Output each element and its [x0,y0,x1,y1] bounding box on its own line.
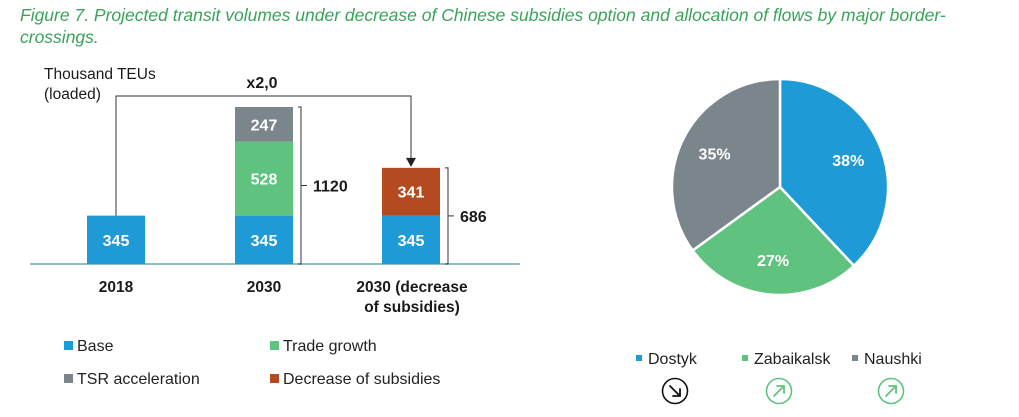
pie-slice-zabaikalsk [690,185,856,297]
legend-item-decrease-subsidies: Decrease of subsidies [270,371,440,389]
bar-value-label-base-0: 345 [103,233,130,250]
bar-tsr-acceleration-1 [235,107,293,142]
pie-legend-label-naushki: Naushki [864,351,922,368]
bar-base-1 [235,215,293,264]
legend-label-decrease-subsidies: Decrease of subsidies [283,371,441,388]
legend-label-base: Base [77,338,114,355]
pie-legend-dot-zabaikalsk [742,355,748,361]
bar-legend: Base Trade growth TSR acceleration Decre… [64,338,534,398]
legend-swatch-trade-growth [270,341,279,350]
bar-trade-growth-1 [235,141,293,216]
x-tick-label-0-0: 2018 [99,279,134,296]
bar-chart: Thousand TEUs (loaded) 345 2018 345 528 247 203… [30,66,520,316]
pie-slice-naushki [670,77,782,253]
pie-slice-dostyk [778,77,890,268]
trend-up-arrow [885,385,897,397]
bar-base-0 [87,215,145,264]
legend-item-base: Base [64,338,113,356]
figure-title: Figure 7. Projected transit volumes unde… [20,5,946,47]
pie-slice-label-naushki: 35% [699,147,731,164]
legend-label-trade-growth: Trade growth [283,338,377,355]
pie-legend-item-zabaikalsk: Zabaikalsk [742,351,830,369]
trend-down-arrow [669,385,681,397]
bar-value-label-base-1: 345 [251,233,278,250]
pie-chart: 38% 27% 35% [661,77,905,405]
pie-legend-dot-naushki [852,355,858,361]
legend-label-tsr-acceleration: TSR acceleration [77,371,200,388]
total-label-1: 1120 [313,179,348,196]
pie-legend-label-zabaikalsk: Zabaikalsk [754,351,831,368]
x-tick-label-2-1: of subsidies) [364,299,460,316]
bar-base-2 [382,215,440,264]
bar-value-label-tsr-acceleration-1: 247 [251,117,278,134]
bar-value-label-decrease-subsidies-2: 341 [398,185,425,202]
growth-connector [115,95,412,216]
legend-item-trade-growth: Trade growth [270,338,377,356]
legend-swatch-base [64,341,73,350]
x-tick-label-2-0: 2030 (decrease [356,279,468,296]
total-label-2: 686 [460,209,487,226]
pie-slice-label-zabaikalsk: 27% [757,253,789,270]
pie-legend-item-naushki: Naushki [852,351,922,369]
trend-up-arrow [773,385,785,397]
pie-legend: Dostyk Zabaikalsk Naushki [636,351,966,411]
total-bracket-1 [298,106,302,265]
x-tick-label-1-0: 2030 [247,279,281,296]
bar-value-label-base-2: 345 [398,233,425,250]
bar-decrease-subsidies-2 [382,167,440,216]
y-axis-label-line1: Thousand TEUs [44,66,156,83]
growth-arrowhead [406,157,416,167]
pie-legend-dot-dostyk [636,355,642,361]
pie-slice-label-dostyk: 38% [832,153,864,170]
pie-legend-label-dostyk: Dostyk [648,351,697,368]
legend-item-tsr-acceleration: TSR acceleration [64,371,200,389]
total-bracket-2 [445,167,449,265]
legend-swatch-tsr-acceleration [64,374,73,383]
bar-value-label-trade-growth-1: 528 [251,172,278,189]
pie-legend-item-dostyk: Dostyk [636,351,697,369]
growth-annotation: x2,0 [246,75,277,92]
y-axis-label-line2: (loaded) [44,86,101,103]
legend-swatch-decrease-subsidies [270,374,279,383]
